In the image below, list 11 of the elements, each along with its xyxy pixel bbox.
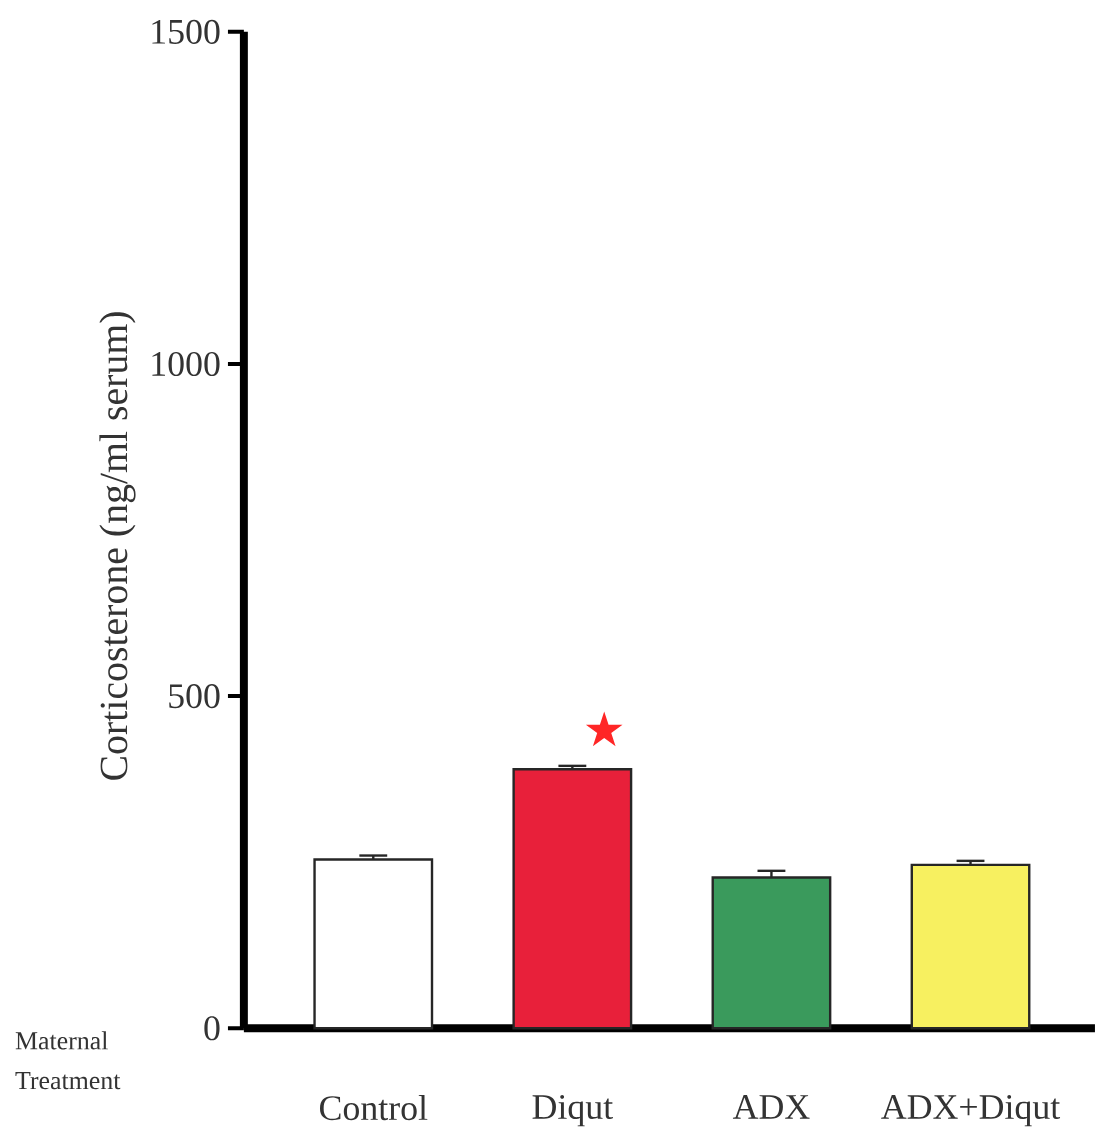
annotation: ★ xyxy=(585,711,623,747)
y-tick-label: 1500 xyxy=(152,19,220,44)
x-axis-title: Maternal Treatment xyxy=(15,1031,121,1090)
y-tick-label: 1000 xyxy=(152,351,220,377)
y-axis-title: Corticosterone (ng/ml serum) xyxy=(99,312,136,780)
x-tick-label: Control xyxy=(320,1094,428,1121)
y-tick-label: 0 xyxy=(204,1016,220,1041)
x-tick-label: ADX+Diqut xyxy=(881,1095,1061,1127)
x-tick-label: ADX xyxy=(733,1095,810,1119)
y-tick-label: 500 xyxy=(169,684,220,709)
x-tick-label: Diqut xyxy=(532,1095,613,1127)
